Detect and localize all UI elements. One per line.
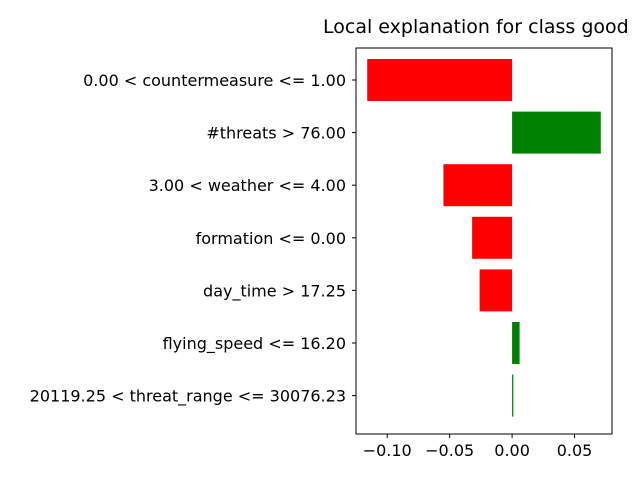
x-tick-label: 0.00 xyxy=(494,441,530,460)
y-tick-label: 20119.25 < threat_range <= 30076.23 xyxy=(30,387,346,407)
plot-frame xyxy=(355,47,613,435)
bar xyxy=(512,374,514,417)
y-tick-label: day_time > 17.25 xyxy=(203,281,346,301)
bar xyxy=(512,322,520,364)
bar xyxy=(367,59,513,101)
bar xyxy=(472,216,513,259)
bar xyxy=(479,269,513,312)
y-tick-labels: 0.00 < countermeasure <= 1.00 #threats > … xyxy=(30,71,356,407)
x-ticks: −0.10 −0.05 0.00 0.05 xyxy=(363,434,593,460)
x-tick-label: −0.05 xyxy=(425,441,474,460)
bars-group xyxy=(367,59,601,417)
bar xyxy=(512,111,601,154)
y-tick-label: flying_speed <= 16.20 xyxy=(163,334,346,354)
x-tick-label: 0.05 xyxy=(557,441,593,460)
chart-title: Local explanation for class good xyxy=(323,16,629,38)
x-tick-label: −0.10 xyxy=(363,441,412,460)
bar xyxy=(443,164,513,207)
y-tick-label: 3.00 < weather <= 4.00 xyxy=(149,176,346,195)
y-tick-label: #threats > 76.00 xyxy=(206,124,346,143)
y-tick-label: formation <= 0.00 xyxy=(196,229,346,248)
y-tick-label: 0.00 < countermeasure <= 1.00 xyxy=(83,71,346,90)
